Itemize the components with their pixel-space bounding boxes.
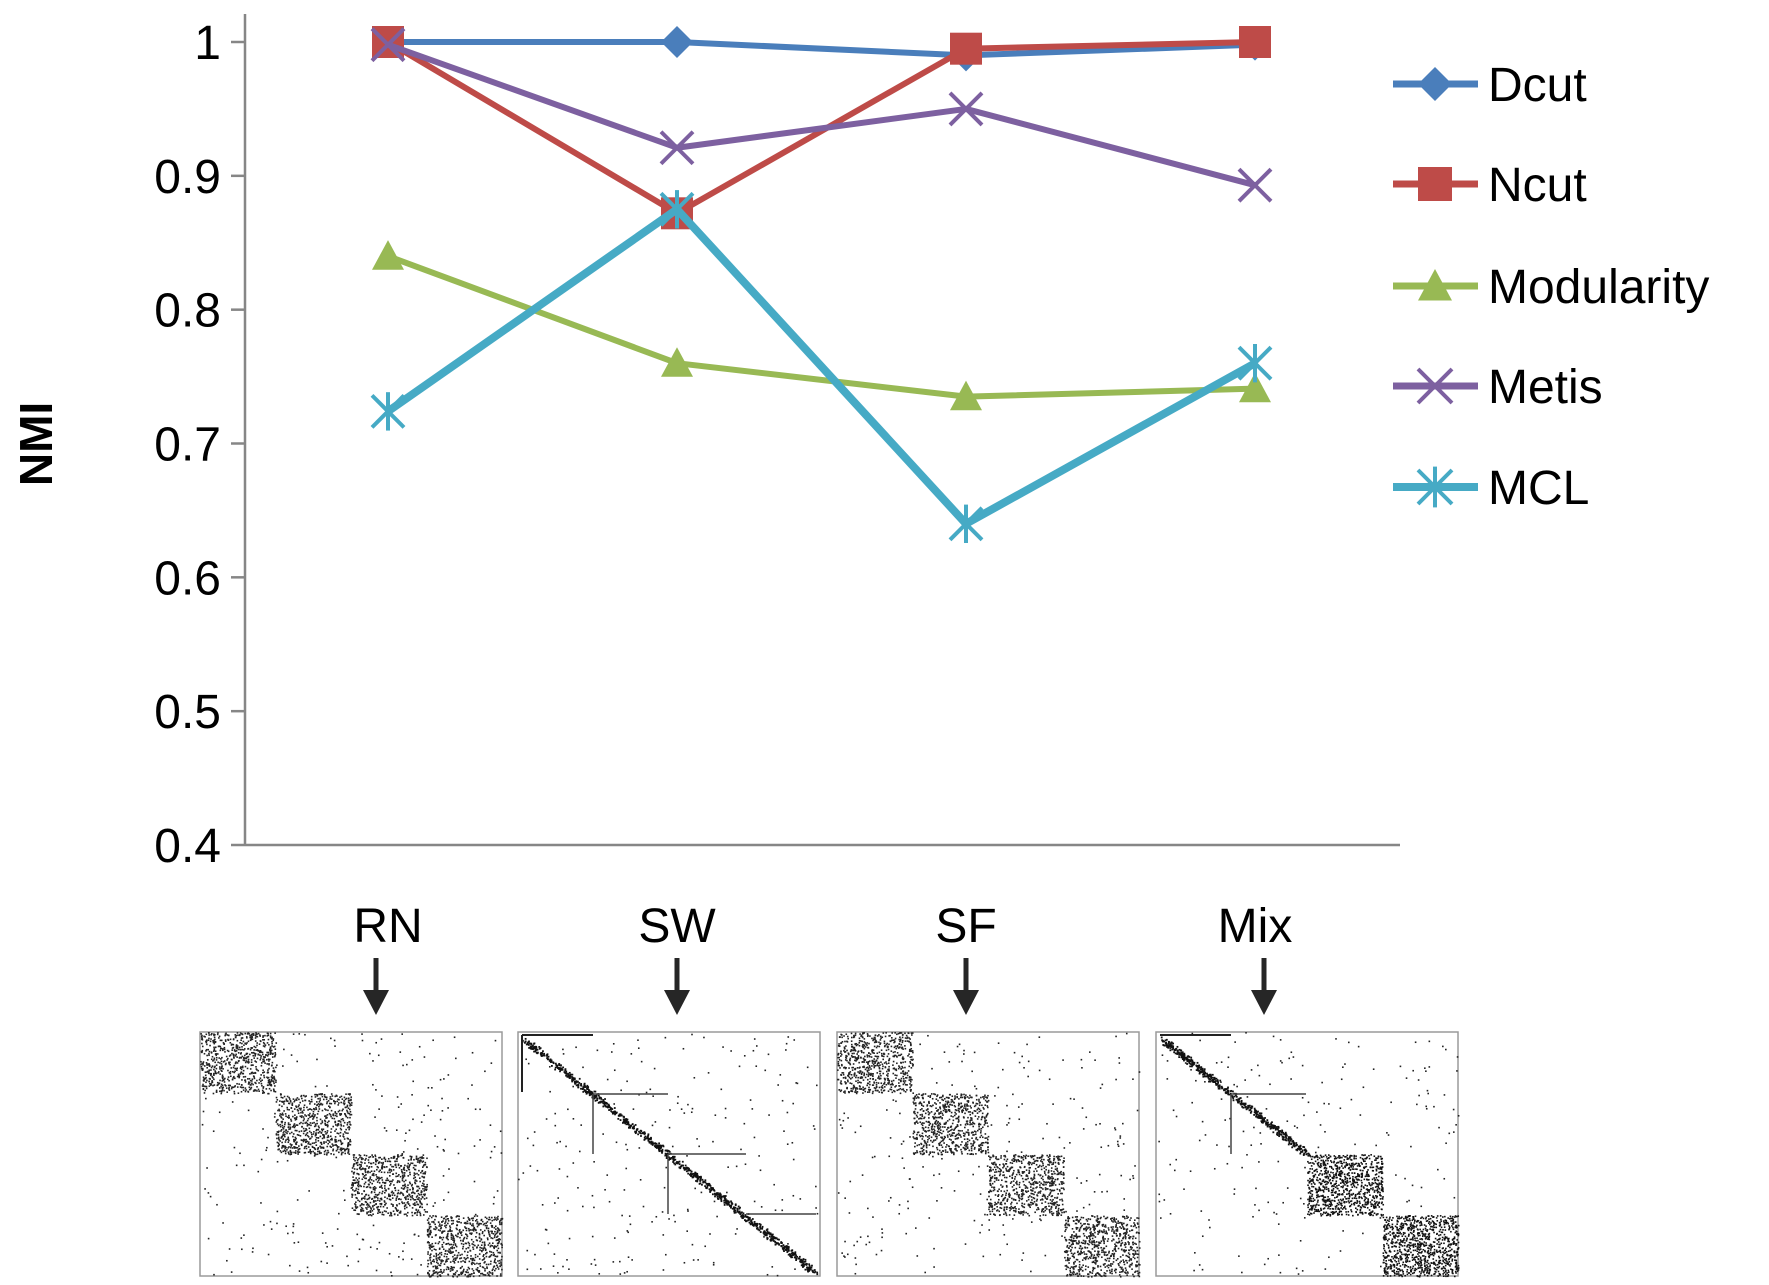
data-point	[948, 91, 984, 127]
legend: Dcut Ncut Modularity Metis MCL	[1393, 59, 1709, 515]
data-point	[1416, 367, 1454, 405]
data-point	[372, 240, 404, 270]
data-point	[661, 347, 693, 377]
legend-label: Metis	[1488, 361, 1603, 414]
series-line	[386, 253, 1256, 400]
down-arrow-icon	[363, 958, 389, 1015]
y-tick-label: 0.9	[154, 151, 221, 204]
y-tick-labels: 0.4 0.5 0.6 0.7 0.8 0.9 1	[154, 17, 221, 873]
matrix-panel-rn	[199, 1031, 504, 1278]
matrix-panel-mix	[1155, 1031, 1460, 1278]
data-point	[1237, 167, 1273, 203]
legend-item-ncut: Ncut	[1393, 159, 1587, 212]
data-point	[950, 380, 982, 411]
y-tick-label: 0.4	[154, 820, 221, 873]
axes	[231, 14, 1400, 847]
legend-label: Ncut	[1488, 159, 1587, 212]
y-tick-label: 0.8	[154, 285, 221, 338]
y-tick-label: 1	[194, 17, 221, 70]
category-labels: RN SW SF Mix	[353, 900, 1292, 1015]
legend-item-mcl: MCL	[1393, 462, 1589, 515]
series-lines	[370, 26, 1273, 543]
y-tick-label: 0.6	[154, 552, 221, 605]
legend-item-modularity: Modularity	[1393, 261, 1709, 314]
legend-item-metis: Metis	[1393, 361, 1603, 414]
series-line	[385, 205, 1257, 528]
data-point	[370, 27, 406, 63]
data-point	[659, 190, 695, 229]
data-point	[659, 130, 695, 166]
series-line	[388, 39, 1256, 59]
category-label: Mix	[1218, 900, 1293, 953]
down-arrow-icon	[953, 958, 979, 1015]
series-mcl	[370, 190, 1273, 543]
data-point	[948, 504, 984, 543]
matrix-panel-sf	[836, 1031, 1141, 1278]
legend-label: Dcut	[1488, 59, 1587, 112]
data-point	[1418, 269, 1452, 301]
data-point	[1239, 26, 1271, 58]
y-axis-label: NMI	[10, 402, 62, 486]
matrix-panel-sw	[517, 1031, 821, 1277]
data-point	[1239, 372, 1271, 403]
category-label: RN	[353, 900, 422, 953]
y-tick-label: 0.7	[154, 419, 221, 472]
legend-label: MCL	[1488, 462, 1589, 515]
data-point	[370, 392, 406, 431]
data-point	[661, 26, 693, 58]
category-label: SF	[935, 900, 996, 953]
down-arrow-icon	[664, 958, 690, 1015]
legend-item-dcut: Dcut	[1393, 59, 1587, 112]
series-line	[386, 41, 1256, 189]
down-arrow-icon	[1251, 958, 1277, 1015]
adjacency-matrix-panels	[199, 1031, 1460, 1278]
data-point	[1418, 67, 1452, 101]
category-label: SW	[638, 900, 716, 953]
data-point	[1418, 167, 1452, 201]
legend-label: Modularity	[1488, 261, 1709, 314]
data-point	[1237, 344, 1273, 383]
series-dcut	[372, 26, 1271, 72]
data-point	[1416, 466, 1454, 508]
data-point	[950, 32, 982, 65]
y-tick-label: 0.5	[154, 686, 221, 739]
series-metis	[370, 27, 1273, 203]
